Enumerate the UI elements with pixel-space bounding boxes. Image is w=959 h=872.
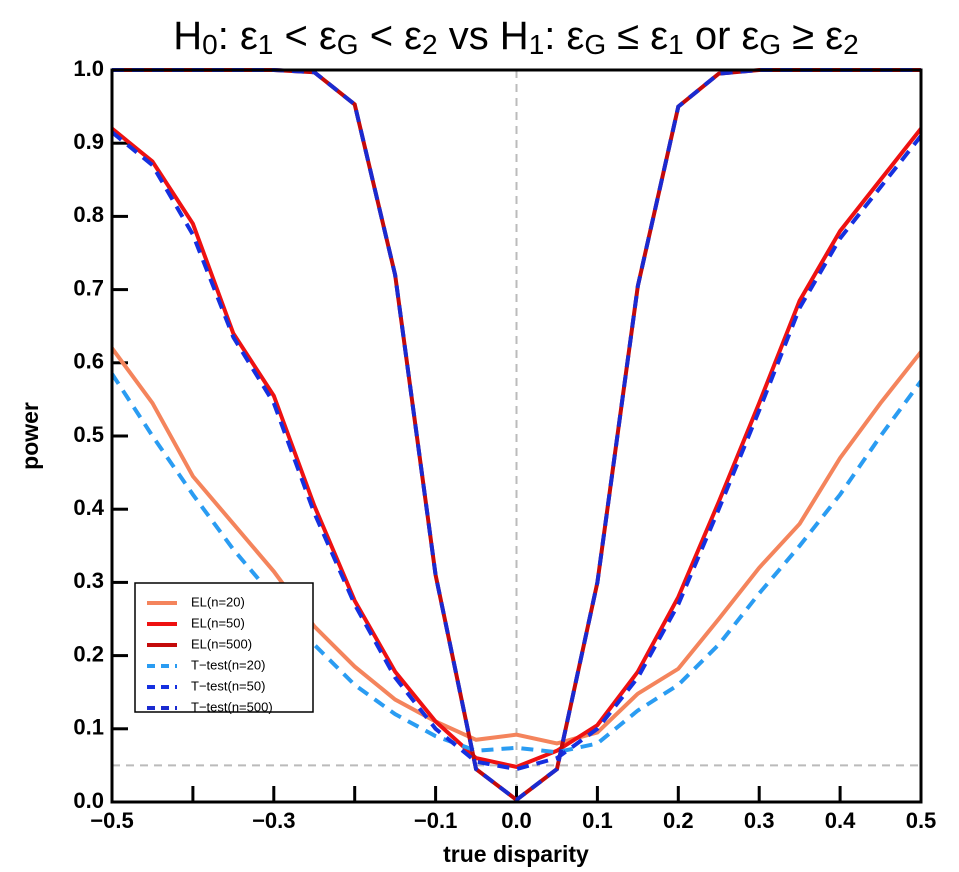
y-tick-label: 1.0 [73,56,104,81]
title-subscript: 0 [202,29,218,60]
data-line [110,346,923,746]
title-text: : ε [544,14,584,58]
y-tick-label: 0.4 [73,495,104,520]
title-subscript: 1 [529,29,545,60]
x-tick-label: 0.5 [906,808,937,833]
title-text: ≥ ε [781,14,843,58]
legend-label: T−test(n=500) [191,699,273,714]
title-text: or ε [684,14,760,58]
y-tick-label: 0.3 [73,568,104,593]
title-subscript: G [337,29,359,60]
x-tick-label: −0.5 [90,808,133,833]
x-tick-label: −0.3 [252,808,295,833]
x-tick-label: 0.4 [825,808,856,833]
x-tick-label: 0.1 [582,808,613,833]
x-tick-label: 0.3 [744,808,775,833]
title-subscript: G [759,29,781,60]
y-tick-label: 0.9 [73,129,104,154]
x-tick-label: −0.1 [414,808,457,833]
title-text: < ε [273,14,337,58]
y-tick-label: 0.5 [73,422,104,447]
y-axis-label: power [17,402,43,470]
title-text: H [173,14,202,58]
y-tick-label: 0.6 [73,349,104,374]
title-text: < ε [359,14,423,58]
title-text: vs H [438,14,529,58]
y-tick-label: 0.1 [73,715,104,740]
legend-label: EL(n=20) [191,594,245,609]
legend-label: EL(n=50) [191,615,245,630]
y-tick-label: 0.0 [73,788,104,813]
legend-label: T−test(n=50) [191,678,265,693]
title-subscript: 2 [422,29,438,60]
legend-label: T−test(n=20) [191,657,265,672]
data-line [110,372,923,755]
title-text: ≤ ε [606,14,668,58]
legend-label: EL(n=500) [191,636,252,651]
x-axis-label: true disparity [443,841,589,867]
y-tick-label: 0.7 [73,275,104,300]
plot-frame [110,68,923,804]
x-tick-label: 0.2 [663,808,694,833]
title-subscript: 1 [258,29,274,60]
x-tick-label: 0.0 [501,808,532,833]
y-tick-label: 0.2 [73,641,104,666]
title-subscript: 2 [843,29,859,60]
title-subscript: G [584,29,606,60]
data-line [110,130,923,772]
title-text: : ε [218,14,258,58]
y-tick-label: 0.8 [73,202,104,227]
data-line [110,127,923,769]
chart-title: H0: ε1 < εG < ε2 vs H1: εG ≤ ε1 or εG ≥ … [173,14,858,60]
title-subscript: 1 [668,29,684,60]
